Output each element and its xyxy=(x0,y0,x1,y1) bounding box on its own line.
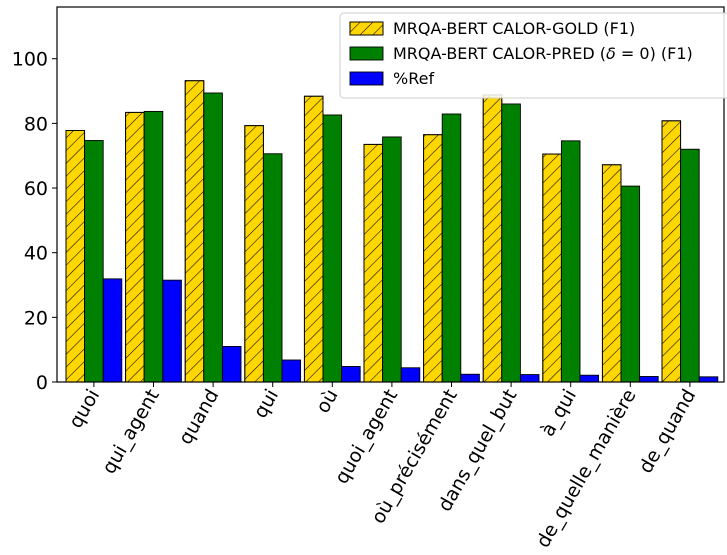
bar-2-8 xyxy=(579,374,600,383)
bar-2-9 xyxy=(639,376,659,383)
bar-hatch-0-10 xyxy=(661,120,682,383)
bar-2-7 xyxy=(519,374,540,383)
bar-hatch-0-2 xyxy=(184,80,205,383)
legend-swatch-hatch-0 xyxy=(349,21,384,36)
bar-2-2 xyxy=(221,345,242,383)
bar-hatch-0-8 xyxy=(542,153,562,383)
bar-1-1 xyxy=(143,110,164,383)
x-tick-label-10: de_quand xyxy=(635,386,701,478)
bar-1-4 xyxy=(322,114,343,383)
x-tick-label-8: à_qui xyxy=(537,386,581,441)
bar-1-6 xyxy=(441,113,462,383)
x-tick-label-4: où xyxy=(312,386,343,418)
bar-1-0 xyxy=(84,140,104,383)
bar-2-3 xyxy=(281,359,302,383)
y-tick-label-1: 20 xyxy=(24,307,48,329)
axes-frame xyxy=(56,6,725,383)
bar-hatch-0-4 xyxy=(303,95,324,383)
bar-hatch-0-3 xyxy=(244,125,264,383)
bar-2-10 xyxy=(698,376,719,383)
y-tick-label-5: 100 xyxy=(12,49,48,71)
bar-1-10 xyxy=(680,148,700,383)
bar-1-3 xyxy=(262,153,283,383)
legend-swatch-2 xyxy=(349,71,384,86)
bar-1-2 xyxy=(203,92,223,383)
bar-hatch-0-9 xyxy=(601,164,622,383)
legend-label-0: MRQA-BERT CALOR-GOLD (F1) xyxy=(393,19,635,38)
y-tick-label-2: 40 xyxy=(24,243,48,265)
x-tick-label-2: quand xyxy=(174,386,223,449)
legend-swatch-1 xyxy=(349,46,384,61)
y-tick-label-4: 80 xyxy=(24,113,48,135)
bars-group xyxy=(65,80,719,383)
bar-2-1 xyxy=(162,279,182,383)
bar-2-6 xyxy=(460,373,480,383)
legend-label-1: MRQA-BERT CALOR-PRED (δ = 0) (F1) xyxy=(393,44,693,63)
bar-hatch-0-7 xyxy=(482,94,503,383)
legend: MRQA-BERT CALOR-GOLD (F1) MRQA-BERT CALOR… xyxy=(339,12,727,99)
y-tick-label-3: 60 xyxy=(24,178,48,200)
bar-1-5 xyxy=(382,136,402,383)
bar-2-4 xyxy=(341,366,361,383)
legend-box xyxy=(339,12,727,99)
bar-1-7 xyxy=(501,103,521,383)
x-tick-label-1: qui_agent xyxy=(98,386,164,478)
legend-label-2: %Ref xyxy=(393,69,434,88)
x-tick-label-3: qui xyxy=(249,386,283,422)
bar-2-0 xyxy=(102,278,123,383)
bar-hatch-0-6 xyxy=(423,134,443,383)
bar-hatch-0-5 xyxy=(363,143,384,383)
bar-2-5 xyxy=(400,367,421,383)
bar-hatch-0-0 xyxy=(65,130,86,383)
bar-1-8 xyxy=(560,140,581,383)
bar-1-9 xyxy=(620,185,641,383)
bar-hatch-0-1 xyxy=(125,111,145,383)
x-tick-label-0: quoi xyxy=(65,386,105,433)
y-tick-label-0: 0 xyxy=(36,372,48,394)
